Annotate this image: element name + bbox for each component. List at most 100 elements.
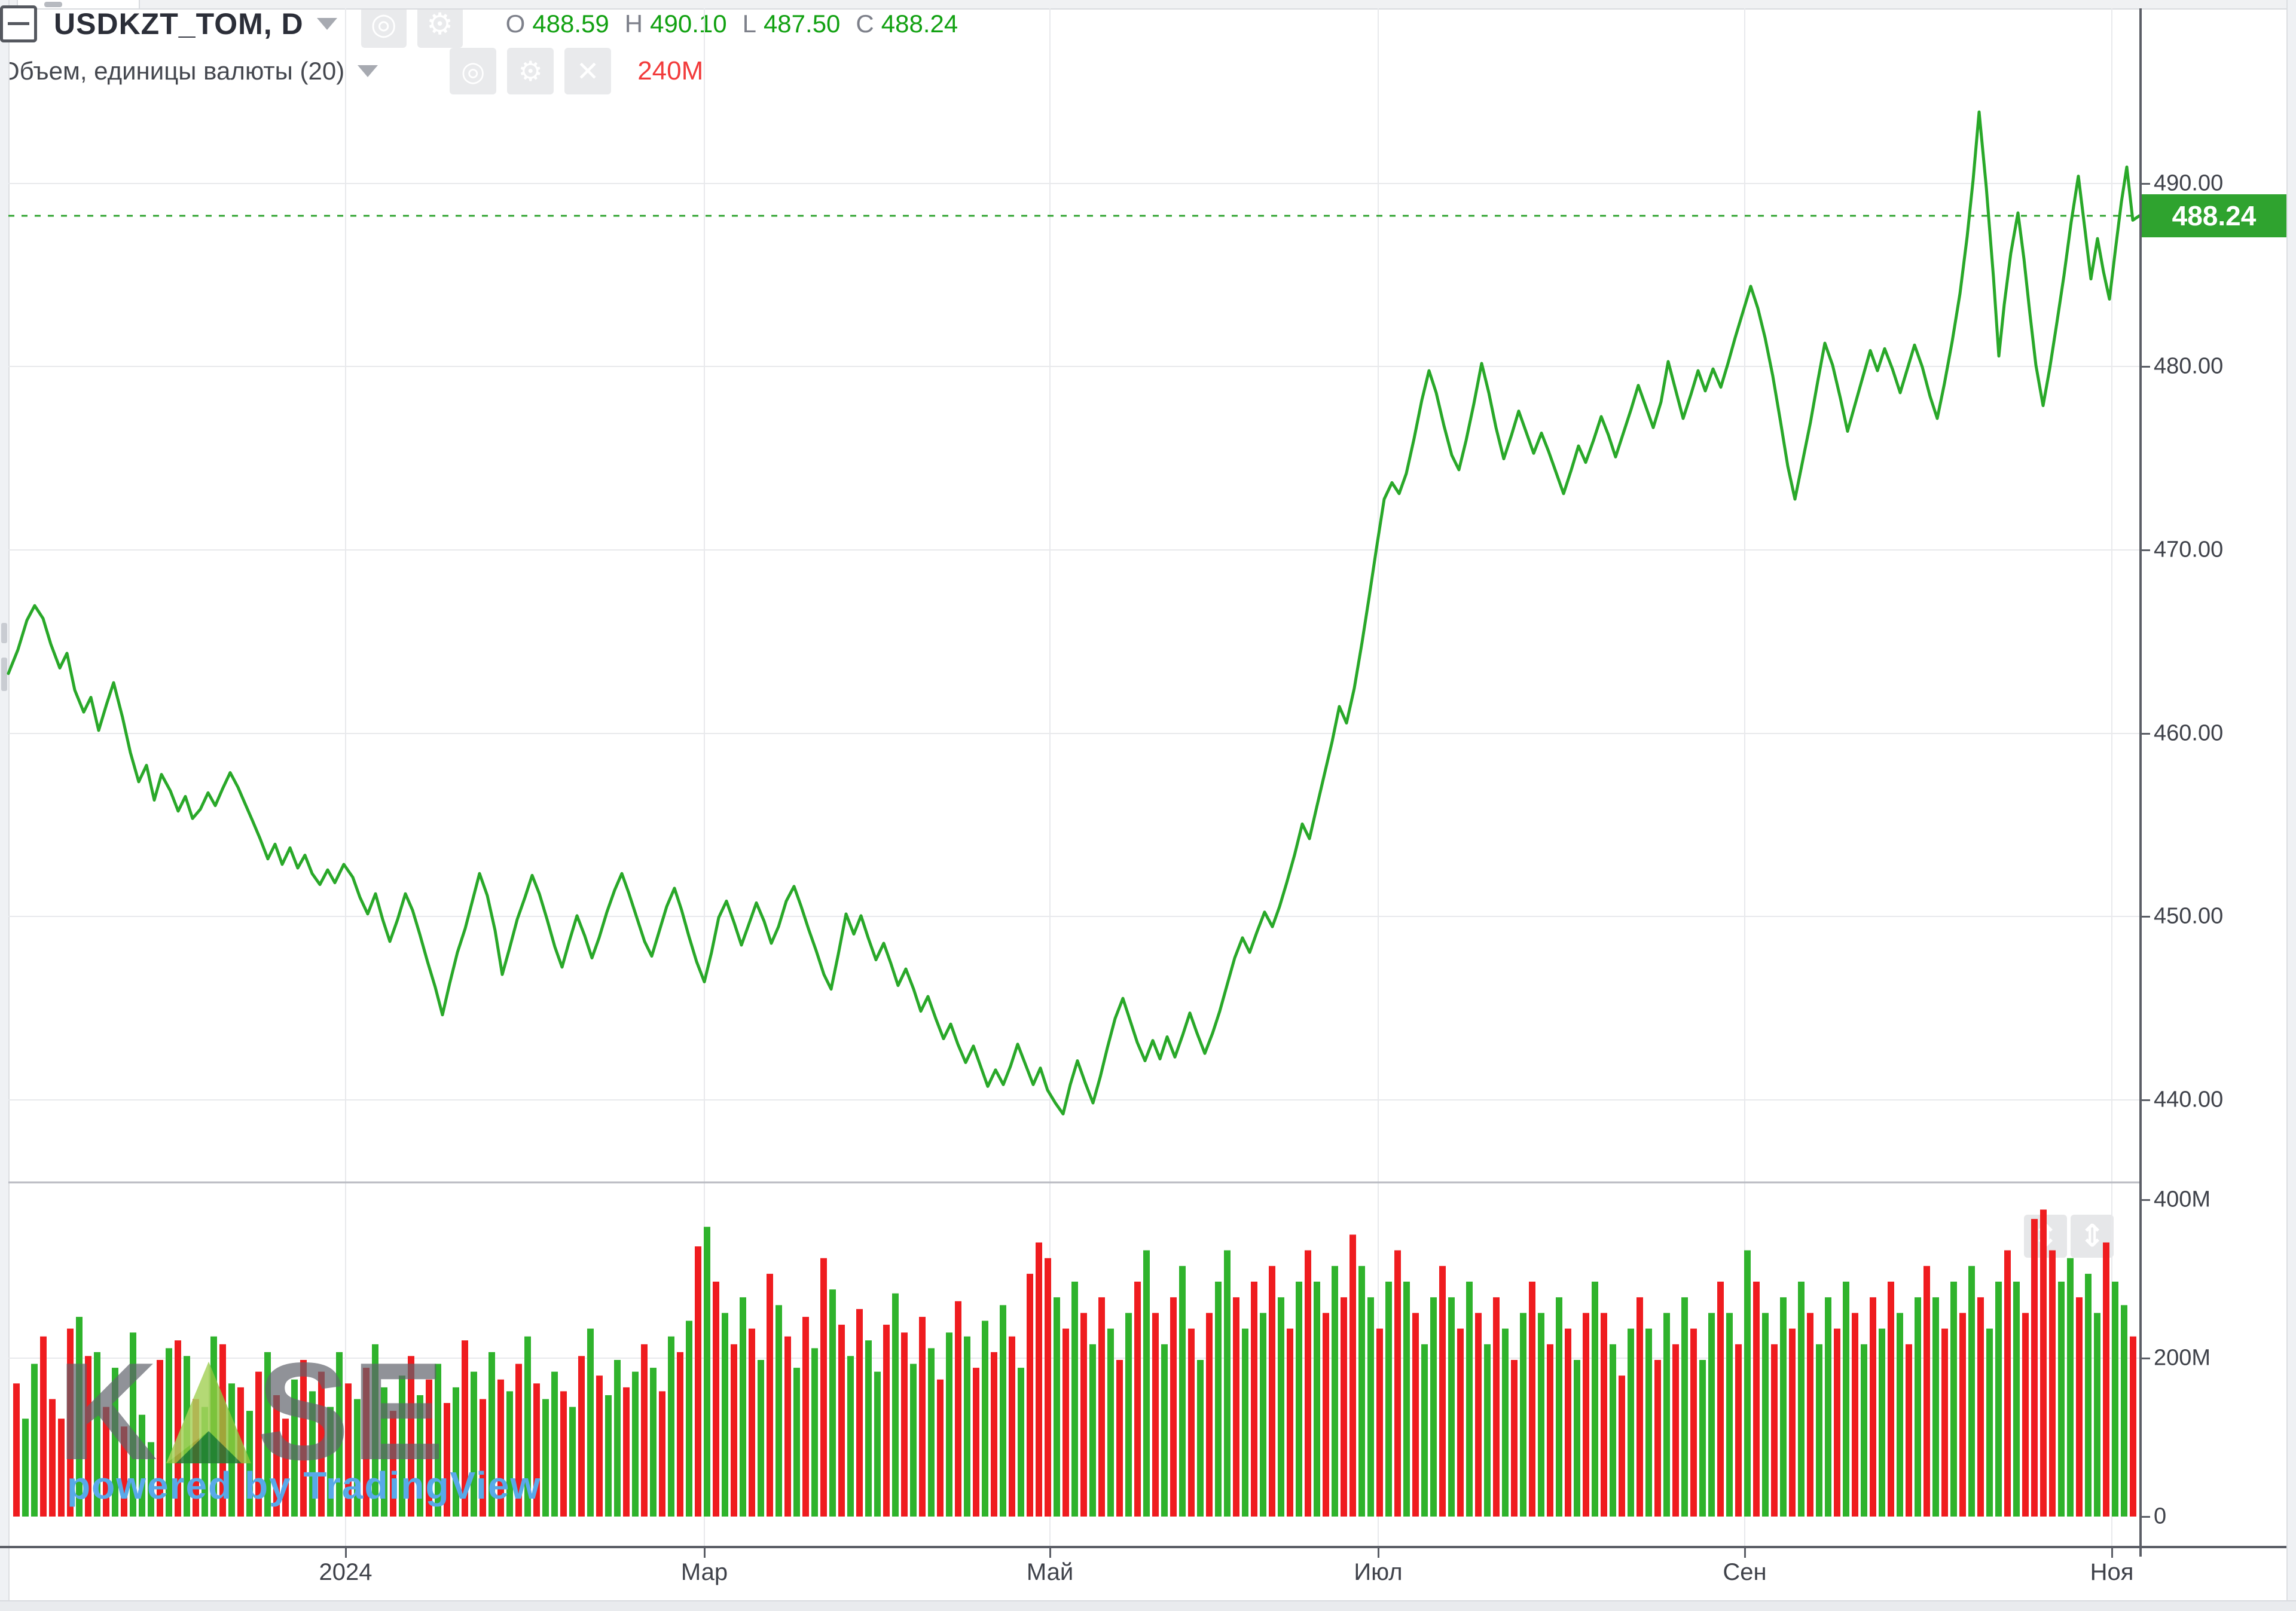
volume-bar [417, 1395, 423, 1517]
volume-bar [1780, 1297, 1787, 1517]
volume-bar [31, 1364, 38, 1517]
x-axis-label: Сен [1723, 1559, 1767, 1585]
volume-bar [1215, 1282, 1222, 1517]
volume-bar [1941, 1328, 1948, 1517]
volume-bar [426, 1379, 432, 1517]
volume-bar [1744, 1250, 1751, 1517]
left-toolbar-gutter[interactable] [0, 0, 10, 1611]
volume-bar [758, 1360, 764, 1517]
price-line [7, 110, 2141, 1115]
volume-bar [1224, 1250, 1231, 1517]
volume-bar [1843, 1282, 1849, 1517]
close-icon[interactable]: ✕ [564, 48, 612, 94]
volume-bar [94, 1352, 100, 1517]
volume-bar [731, 1344, 737, 1517]
volume-bar [1493, 1297, 1500, 1517]
volume-bar [2022, 1313, 2029, 1517]
y-axis-label: 400M [2154, 1187, 2211, 1212]
volume-bar [1690, 1328, 1697, 1517]
volume-bar [910, 1364, 917, 1517]
volume-bar [435, 1364, 441, 1517]
chevron-down-icon[interactable] [358, 65, 378, 77]
symbol-title[interactable]: USDKZT_TOM, D [54, 7, 304, 41]
y-axis-label: 480.00 [2154, 353, 2224, 379]
chevron-down-icon[interactable] [316, 18, 337, 30]
tab-handle-icon[interactable] [44, 2, 62, 7]
volume-bar [1457, 1328, 1464, 1517]
volume-bar [1134, 1282, 1141, 1517]
volume-bar [300, 1360, 307, 1517]
x-axis-tick [345, 1548, 347, 1558]
volume-bar [695, 1246, 701, 1517]
price-axis-border[interactable] [2139, 8, 2142, 1557]
kase-logo-se: SE [257, 1334, 447, 1489]
top-tab[interactable] [17, 0, 140, 8]
volume-bar [1995, 1282, 2002, 1517]
right-gutter [2286, 0, 2296, 1611]
volume-bar [264, 1352, 271, 1517]
volume-bar [1018, 1368, 1024, 1517]
volume-bar [767, 1273, 773, 1517]
volume-bar [157, 1360, 163, 1517]
volume-bar [883, 1325, 890, 1517]
volume-bar [820, 1258, 827, 1517]
volume-bar [112, 1368, 118, 1517]
volume-bar [246, 1411, 253, 1517]
volume-bar [1798, 1282, 1805, 1517]
volume-bar [515, 1364, 522, 1517]
kase-triangle-icon [166, 1362, 251, 1463]
volume-bar [1367, 1297, 1374, 1517]
volume-bar [946, 1332, 952, 1517]
gear-icon[interactable]: ⚙ [507, 48, 554, 94]
volume-bar [1071, 1282, 1078, 1517]
volume-bar [1879, 1328, 1885, 1517]
volume-bar [1358, 1265, 1365, 1517]
collapse-pane-icon[interactable] [0, 5, 37, 42]
volume-bar [1547, 1344, 1553, 1517]
volume-bar [2094, 1313, 2100, 1517]
volume-bar [784, 1336, 791, 1517]
volume-bar [1708, 1313, 1715, 1517]
volume-bar [471, 1371, 477, 1517]
volume-bar [462, 1340, 468, 1517]
volume-bar [1888, 1282, 1894, 1517]
move-pane-icon[interactable]: ⇕ [2071, 1215, 2114, 1258]
volume-bar [1009, 1336, 1015, 1517]
volume-bar [1036, 1242, 1042, 1517]
volume-bar [58, 1419, 65, 1517]
volume-bar [632, 1371, 639, 1517]
volume-bar [524, 1336, 531, 1517]
ohlc-label: H [624, 10, 643, 38]
volume-bar [1556, 1297, 1562, 1517]
y-axis-label: 200M [2154, 1345, 2211, 1371]
volume-bar [2031, 1219, 2038, 1517]
volume-bar [67, 1328, 74, 1517]
volume-bar [1950, 1282, 1957, 1517]
volume-bar [2121, 1305, 2127, 1517]
volume-bar [1699, 1360, 1706, 1517]
eye-icon[interactable]: ◎ [450, 48, 497, 94]
volume-bar [175, 1340, 181, 1517]
volume-bar [1269, 1265, 1275, 1517]
volume-bar [1143, 1250, 1150, 1517]
volume-bar [1484, 1344, 1491, 1517]
time-axis-border[interactable] [0, 1546, 2286, 1548]
volume-indicator-title[interactable]: Объем, единицы валюты (20) [0, 57, 345, 85]
volume-bar [793, 1368, 800, 1517]
x-axis-tick [1378, 1548, 1379, 1558]
volume-bar [901, 1332, 908, 1517]
volume-bar [497, 1379, 504, 1517]
volume-bar [623, 1387, 630, 1517]
volume-bar [928, 1348, 935, 1517]
volume-bar [1242, 1328, 1248, 1517]
volume-bar [1332, 1265, 1338, 1517]
volume-bar [641, 1344, 648, 1517]
volume-bar [533, 1383, 540, 1517]
volume-bar [1251, 1282, 1257, 1517]
volume-bar [1287, 1328, 1293, 1517]
x-axis-label: Ноя [2090, 1559, 2134, 1585]
y-axis-tick [2139, 733, 2150, 735]
volume-bar [1206, 1313, 1213, 1517]
volume-bar [1394, 1250, 1401, 1517]
